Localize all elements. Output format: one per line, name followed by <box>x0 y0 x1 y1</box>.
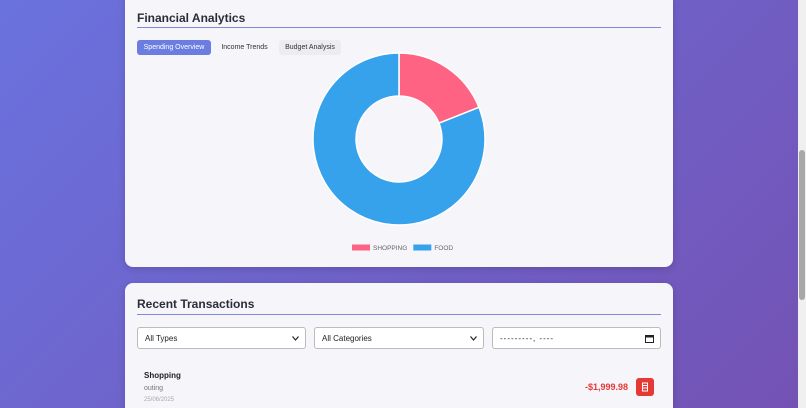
calendar-icon <box>645 335 654 343</box>
type-filter[interactable]: All Types <box>137 327 306 349</box>
legend-swatch <box>413 244 432 251</box>
filter-text: All Categories <box>322 334 372 343</box>
card-title: Recent Transactions <box>137 297 255 311</box>
legend-label: SHOPPING <box>373 245 407 252</box>
chevron <box>470 336 477 341</box>
tab[interactable]: Income Trends <box>221 44 268 51</box>
transaction-name: Shopping <box>144 371 181 380</box>
tab[interactable]: Spending Overview <box>137 40 211 55</box>
tab[interactable]: Budget Analysis <box>279 40 341 55</box>
date-filter[interactable]: ---------, ---- <box>492 327 661 349</box>
title-rule <box>137 27 661 28</box>
filter-text: All Types <box>145 334 178 343</box>
donut-segment <box>312 52 486 226</box>
scrollbar-thumb[interactable] <box>799 150 805 300</box>
transaction-date: 25/06/2025 <box>144 397 175 403</box>
transaction-note: outing <box>144 385 164 392</box>
filter-text: ---------, ---- <box>500 334 555 343</box>
legend-label: FOOD <box>434 245 453 252</box>
legend-swatch <box>352 244 370 251</box>
scrollbar[interactable] <box>798 0 806 408</box>
delete-icon <box>642 382 648 392</box>
category-filter[interactable]: All Categories <box>314 327 484 349</box>
transaction-amount: -$1,999.98 <box>584 382 628 392</box>
card-title: Financial Analytics <box>137 11 246 25</box>
delete-button[interactable] <box>636 378 654 396</box>
title-rule <box>137 314 661 315</box>
chart: SHOPPING FOOD <box>312 52 486 252</box>
transactions-card: Recent Transactions All Types All Catego… <box>125 283 673 408</box>
chevron <box>292 336 299 341</box>
